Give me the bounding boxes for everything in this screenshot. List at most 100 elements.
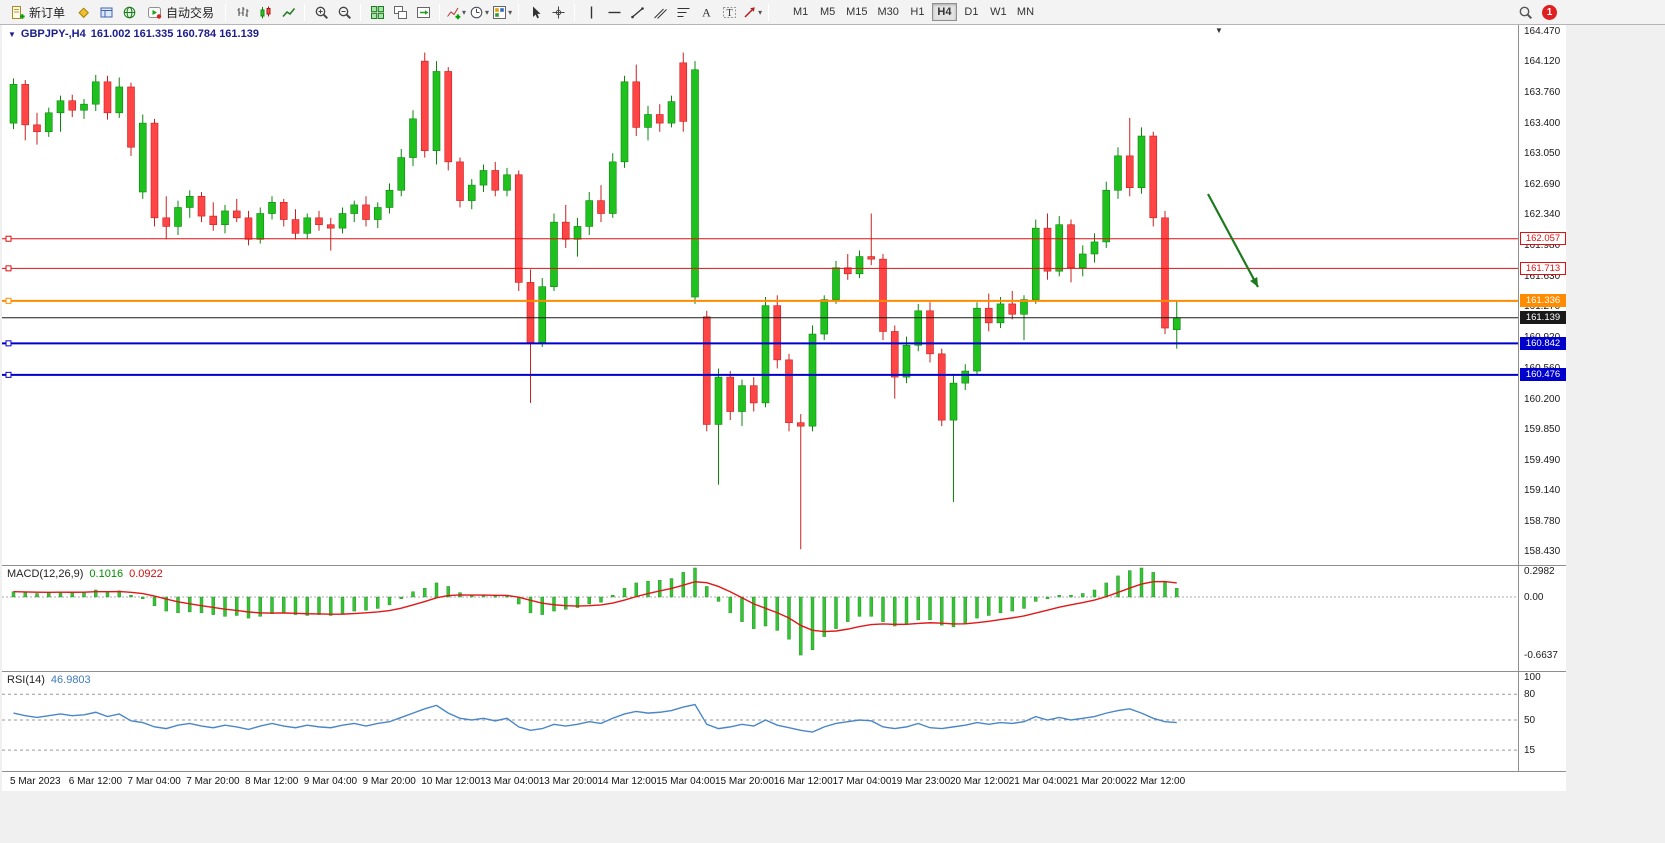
label-icon: T bbox=[722, 6, 736, 19]
terminal-button[interactable] bbox=[118, 2, 140, 22]
macd-chart[interactable] bbox=[2, 565, 1518, 671]
horizontal-line-icon bbox=[608, 11, 621, 13]
zoom-in-button[interactable] bbox=[310, 2, 332, 22]
fibonacci-icon bbox=[677, 7, 690, 17]
cascade-windows-button[interactable] bbox=[412, 2, 434, 22]
new-order-button[interactable]: 新订单 bbox=[4, 2, 71, 22]
templates-button[interactable]: ▾ bbox=[491, 2, 513, 22]
time-axis-label: 13 Mar 20:00 bbox=[538, 776, 598, 787]
line-chart-type-button[interactable] bbox=[277, 2, 299, 22]
label-button[interactable]: T bbox=[718, 2, 740, 22]
chevron-down-icon: ▾ bbox=[758, 7, 763, 17]
horizontal-line-161.713[interactable] bbox=[2, 265, 1518, 272]
price-axis[interactable]: 164.470 164.120 163.760 163.400 163.050 162.6… bbox=[1518, 25, 1566, 771]
vertical-line-button[interactable] bbox=[580, 2, 602, 22]
bar-chart-type-button[interactable] bbox=[231, 2, 253, 22]
chevron-down-icon: ▾ bbox=[508, 7, 513, 17]
timeframe-mn-button[interactable]: MN bbox=[1016, 6, 1035, 18]
macd-label: MACD(12,26,9) 0.1016 0.0922 bbox=[7, 568, 163, 580]
zoom-out-icon bbox=[338, 6, 351, 19]
navigator-button[interactable] bbox=[95, 2, 117, 22]
price-tick: 158.780 bbox=[1524, 515, 1561, 527]
price-tick: 163.400 bbox=[1524, 118, 1561, 130]
chart-header: ▼ GBPJPY-,H4 161.002 161.335 160.784 161… bbox=[8, 28, 259, 40]
horizontal-line-160.842[interactable] bbox=[2, 340, 1518, 347]
rsi-axis-label: 15 bbox=[1524, 745, 1536, 757]
trend-arrow-annotation[interactable] bbox=[1207, 193, 1259, 288]
macd-name: MACD(12,26,9) bbox=[7, 568, 84, 580]
zoom-out-button[interactable] bbox=[333, 2, 355, 22]
horizontal-line-160.476[interactable] bbox=[2, 371, 1518, 378]
candlestick-chart[interactable] bbox=[2, 25, 1518, 565]
price-tag-161.139: 161.139 bbox=[1520, 311, 1566, 325]
panel-splitter[interactable] bbox=[2, 671, 1566, 672]
crosshair-icon bbox=[552, 6, 565, 18]
horizontal-line-162.057[interactable] bbox=[2, 235, 1518, 242]
price-tick: 162.340 bbox=[1524, 209, 1561, 221]
timeframe-h4-button[interactable]: H4 bbox=[931, 3, 957, 21]
main-chart-panel: ▼ GBPJPY-,H4 161.002 161.335 160.784 161… bbox=[2, 25, 1518, 565]
channel-button[interactable] bbox=[649, 2, 671, 22]
time-axis-label: 19 Mar 23:00 bbox=[891, 776, 951, 787]
time-axis-label: 21 Mar 04:00 bbox=[1008, 776, 1068, 787]
cursor-button[interactable] bbox=[524, 2, 546, 22]
autotrade-button[interactable]: 自动交易 bbox=[141, 2, 220, 22]
candlestick-type-button[interactable] bbox=[254, 2, 276, 22]
market-watch-button[interactable] bbox=[72, 2, 94, 22]
time-axis-label: 21 Mar 20:00 bbox=[1067, 776, 1127, 787]
time-axis-label: 10 Mar 12:00 bbox=[421, 776, 481, 787]
periods-button[interactable]: ▾ bbox=[468, 2, 490, 22]
toolbar-separator bbox=[439, 3, 441, 21]
timeframe-d1-button[interactable]: D1 bbox=[964, 6, 979, 18]
rsi-axis-label: 50 bbox=[1524, 715, 1536, 726]
macd-signal-value: 0.0922 bbox=[129, 568, 163, 580]
zoom-in-icon bbox=[315, 6, 328, 19]
autotrade-icon bbox=[148, 6, 162, 19]
timeframe-m15-button[interactable]: M15 bbox=[846, 6, 868, 18]
time-axis-label: 22 Mar 12:00 bbox=[1126, 776, 1186, 787]
timeframe-m1-button[interactable]: M1 bbox=[792, 6, 809, 18]
price-tag-161.713: 161.713 bbox=[1520, 261, 1566, 275]
time-axis-label: 14 Mar 12:00 bbox=[597, 776, 657, 787]
navigator-icon bbox=[100, 7, 113, 17]
price-tick: 159.140 bbox=[1524, 484, 1561, 496]
arrange-windows-button[interactable] bbox=[389, 2, 411, 22]
time-axis-label: 6 Mar 12:00 bbox=[68, 776, 123, 787]
price-tag-162.057: 162.057 bbox=[1520, 232, 1566, 246]
timeframe-h1-button[interactable]: H1 bbox=[910, 6, 925, 18]
arrows-button[interactable]: ▾ bbox=[741, 2, 763, 22]
candlestick-type-icon bbox=[260, 6, 271, 18]
timeframe-m5-button[interactable]: M5 bbox=[819, 6, 836, 18]
crosshair-button[interactable] bbox=[547, 2, 569, 22]
rsi-axis-label: 80 bbox=[1524, 689, 1536, 701]
rsi-axis-label: 100 bbox=[1524, 672, 1541, 683]
notification-badge[interactable]: 1 bbox=[1542, 4, 1557, 20]
horizontal-line-button[interactable] bbox=[603, 2, 625, 22]
chart-shift-marker[interactable]: ▼ bbox=[1215, 26, 1223, 35]
timeframe-m30-button[interactable]: M30 bbox=[877, 6, 899, 18]
autotrade-label: 自动交易 bbox=[166, 5, 215, 20]
indicators-button[interactable]: ▾ bbox=[445, 2, 467, 22]
rsi-chart[interactable] bbox=[2, 671, 1518, 771]
macd-main-value: 0.1016 bbox=[89, 568, 124, 580]
chevron-down-icon: ▾ bbox=[462, 7, 467, 17]
time-axis[interactable]: 5 Mar 2023 6 Mar 12:00 7 Mar 04:00 7 Mar 20… bbox=[2, 771, 1566, 791]
search-button[interactable] bbox=[1514, 2, 1536, 22]
new-order-icon bbox=[12, 5, 25, 19]
fibonacci-button[interactable] bbox=[672, 2, 694, 22]
text-button[interactable]: A bbox=[695, 2, 717, 22]
toolbar-separator bbox=[574, 3, 576, 21]
svg-text:T: T bbox=[726, 8, 732, 19]
new-order-label: 新订单 bbox=[29, 5, 66, 20]
tile-windows-button[interactable] bbox=[366, 2, 388, 22]
indicators-icon bbox=[447, 7, 461, 19]
time-axis-label: 13 Mar 04:00 bbox=[480, 776, 539, 787]
timeframe-w1-button[interactable]: W1 bbox=[990, 6, 1007, 18]
bar-chart-type-icon bbox=[237, 6, 249, 17]
trendline-button[interactable] bbox=[626, 2, 648, 22]
time-axis-label: 9 Mar 20:00 bbox=[362, 776, 416, 787]
horizontal-line-161.336[interactable] bbox=[2, 297, 1518, 304]
panel-splitter[interactable] bbox=[2, 565, 1566, 566]
line-chart-type-icon bbox=[281, 7, 295, 17]
time-axis-label: 15 Mar 04:00 bbox=[656, 776, 716, 787]
